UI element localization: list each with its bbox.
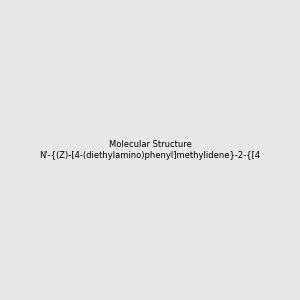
Text: Molecular Structure
N'-{(Z)-[4-(diethylamino)phenyl]methylidene}-2-{[4: Molecular Structure N'-{(Z)-[4-(diethyla…	[39, 140, 261, 160]
